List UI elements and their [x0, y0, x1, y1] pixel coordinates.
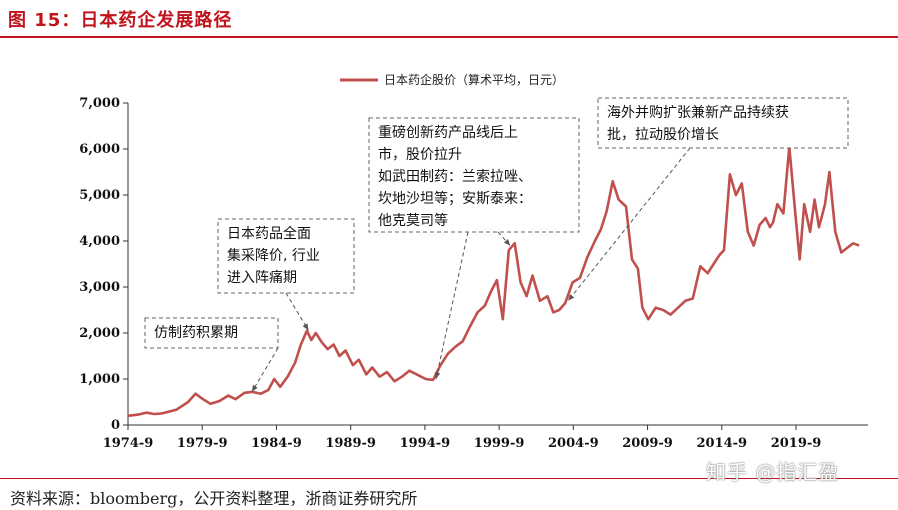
- annotation-text: 海外并购扩张兼新产品持续获: [607, 104, 789, 121]
- x-tick-label: 1999-9: [474, 436, 525, 451]
- watermark: 知乎 @指汇盈: [706, 460, 840, 484]
- annotation-text: 进入阵痛期: [227, 269, 297, 286]
- annotation-text: 市，股价拉升: [378, 146, 462, 163]
- annotation-box: [144, 317, 279, 349]
- title-divider: [0, 36, 898, 38]
- annotation-text: 如武田制药：兰索拉唑、: [378, 168, 532, 185]
- x-tick-label: 2004-9: [548, 436, 599, 451]
- figure-title: 图 15：日本药企发展路径: [8, 10, 233, 31]
- annotation-text: 批，拉动股价增长: [607, 127, 719, 143]
- annotation-box: [597, 97, 849, 149]
- x-tick-label: 1974-9: [103, 436, 154, 451]
- y-tick-label: 7,000: [79, 96, 120, 111]
- annotation-box: [217, 218, 355, 294]
- annotation-arrowhead: [568, 294, 575, 301]
- annotation-arrowhead: [302, 323, 309, 331]
- source-note: 资料来源：bloomberg，公开资料整理，浙商证券研究所: [10, 489, 418, 508]
- x-tick-label: 1979-9: [177, 436, 228, 451]
- legend-label: 日本药企股价（算术平均，日元）: [384, 72, 564, 87]
- y-tick-label: 0: [111, 418, 120, 433]
- annotation-text: 重磅创新药产品线后上: [378, 124, 518, 141]
- annotation-text: 坎地沙坦等；安斯泰来：: [378, 190, 532, 207]
- annotation-arrow: [251, 347, 279, 393]
- x-tick-label: 2019-9: [771, 436, 822, 451]
- footer-divider: [0, 478, 898, 479]
- x-tick-label: 2009-9: [622, 436, 673, 451]
- annotation-text: 集采降价, 行业: [227, 247, 320, 264]
- annotation-1: 仿制药积累期: [144, 317, 279, 393]
- x-tick-label: 1994-9: [400, 436, 451, 451]
- legend: 日本药企股价（算术平均，日元）: [340, 72, 564, 87]
- stock-price-chart: 0 1,000 2,000 3,000 4,000 5,000 6,000 7,000 1974…: [79, 72, 868, 451]
- y-tick-label: 1,000: [79, 372, 120, 387]
- annotation-arrowhead: [252, 384, 258, 392]
- y-tick-label: 2,000: [79, 326, 120, 341]
- annotation-arrowhead: [503, 239, 511, 246]
- annotation-arrow: [435, 231, 469, 380]
- x-tick-label: 1989-9: [325, 436, 376, 451]
- annotation-text: 仿制药积累期: [154, 325, 238, 341]
- y-tick-label: 3,000: [79, 280, 120, 295]
- y-tick-label: 4,000: [79, 234, 120, 249]
- x-tick-label: 2014-9: [696, 436, 747, 451]
- annotation-arrowhead: [434, 372, 441, 379]
- annotation-arrow: [285, 292, 309, 331]
- x-tick-label: 1984-9: [251, 436, 302, 451]
- annotation-box: [368, 117, 580, 233]
- annotation-text: 他克莫司等: [378, 212, 448, 229]
- y-tick-label: 6,000: [79, 142, 120, 157]
- annotation-arrow: [567, 147, 691, 302]
- y-tick-label: 5,000: [79, 188, 120, 203]
- series-line: [127, 145, 860, 418]
- annotation-text: 日本药品全面: [227, 225, 311, 242]
